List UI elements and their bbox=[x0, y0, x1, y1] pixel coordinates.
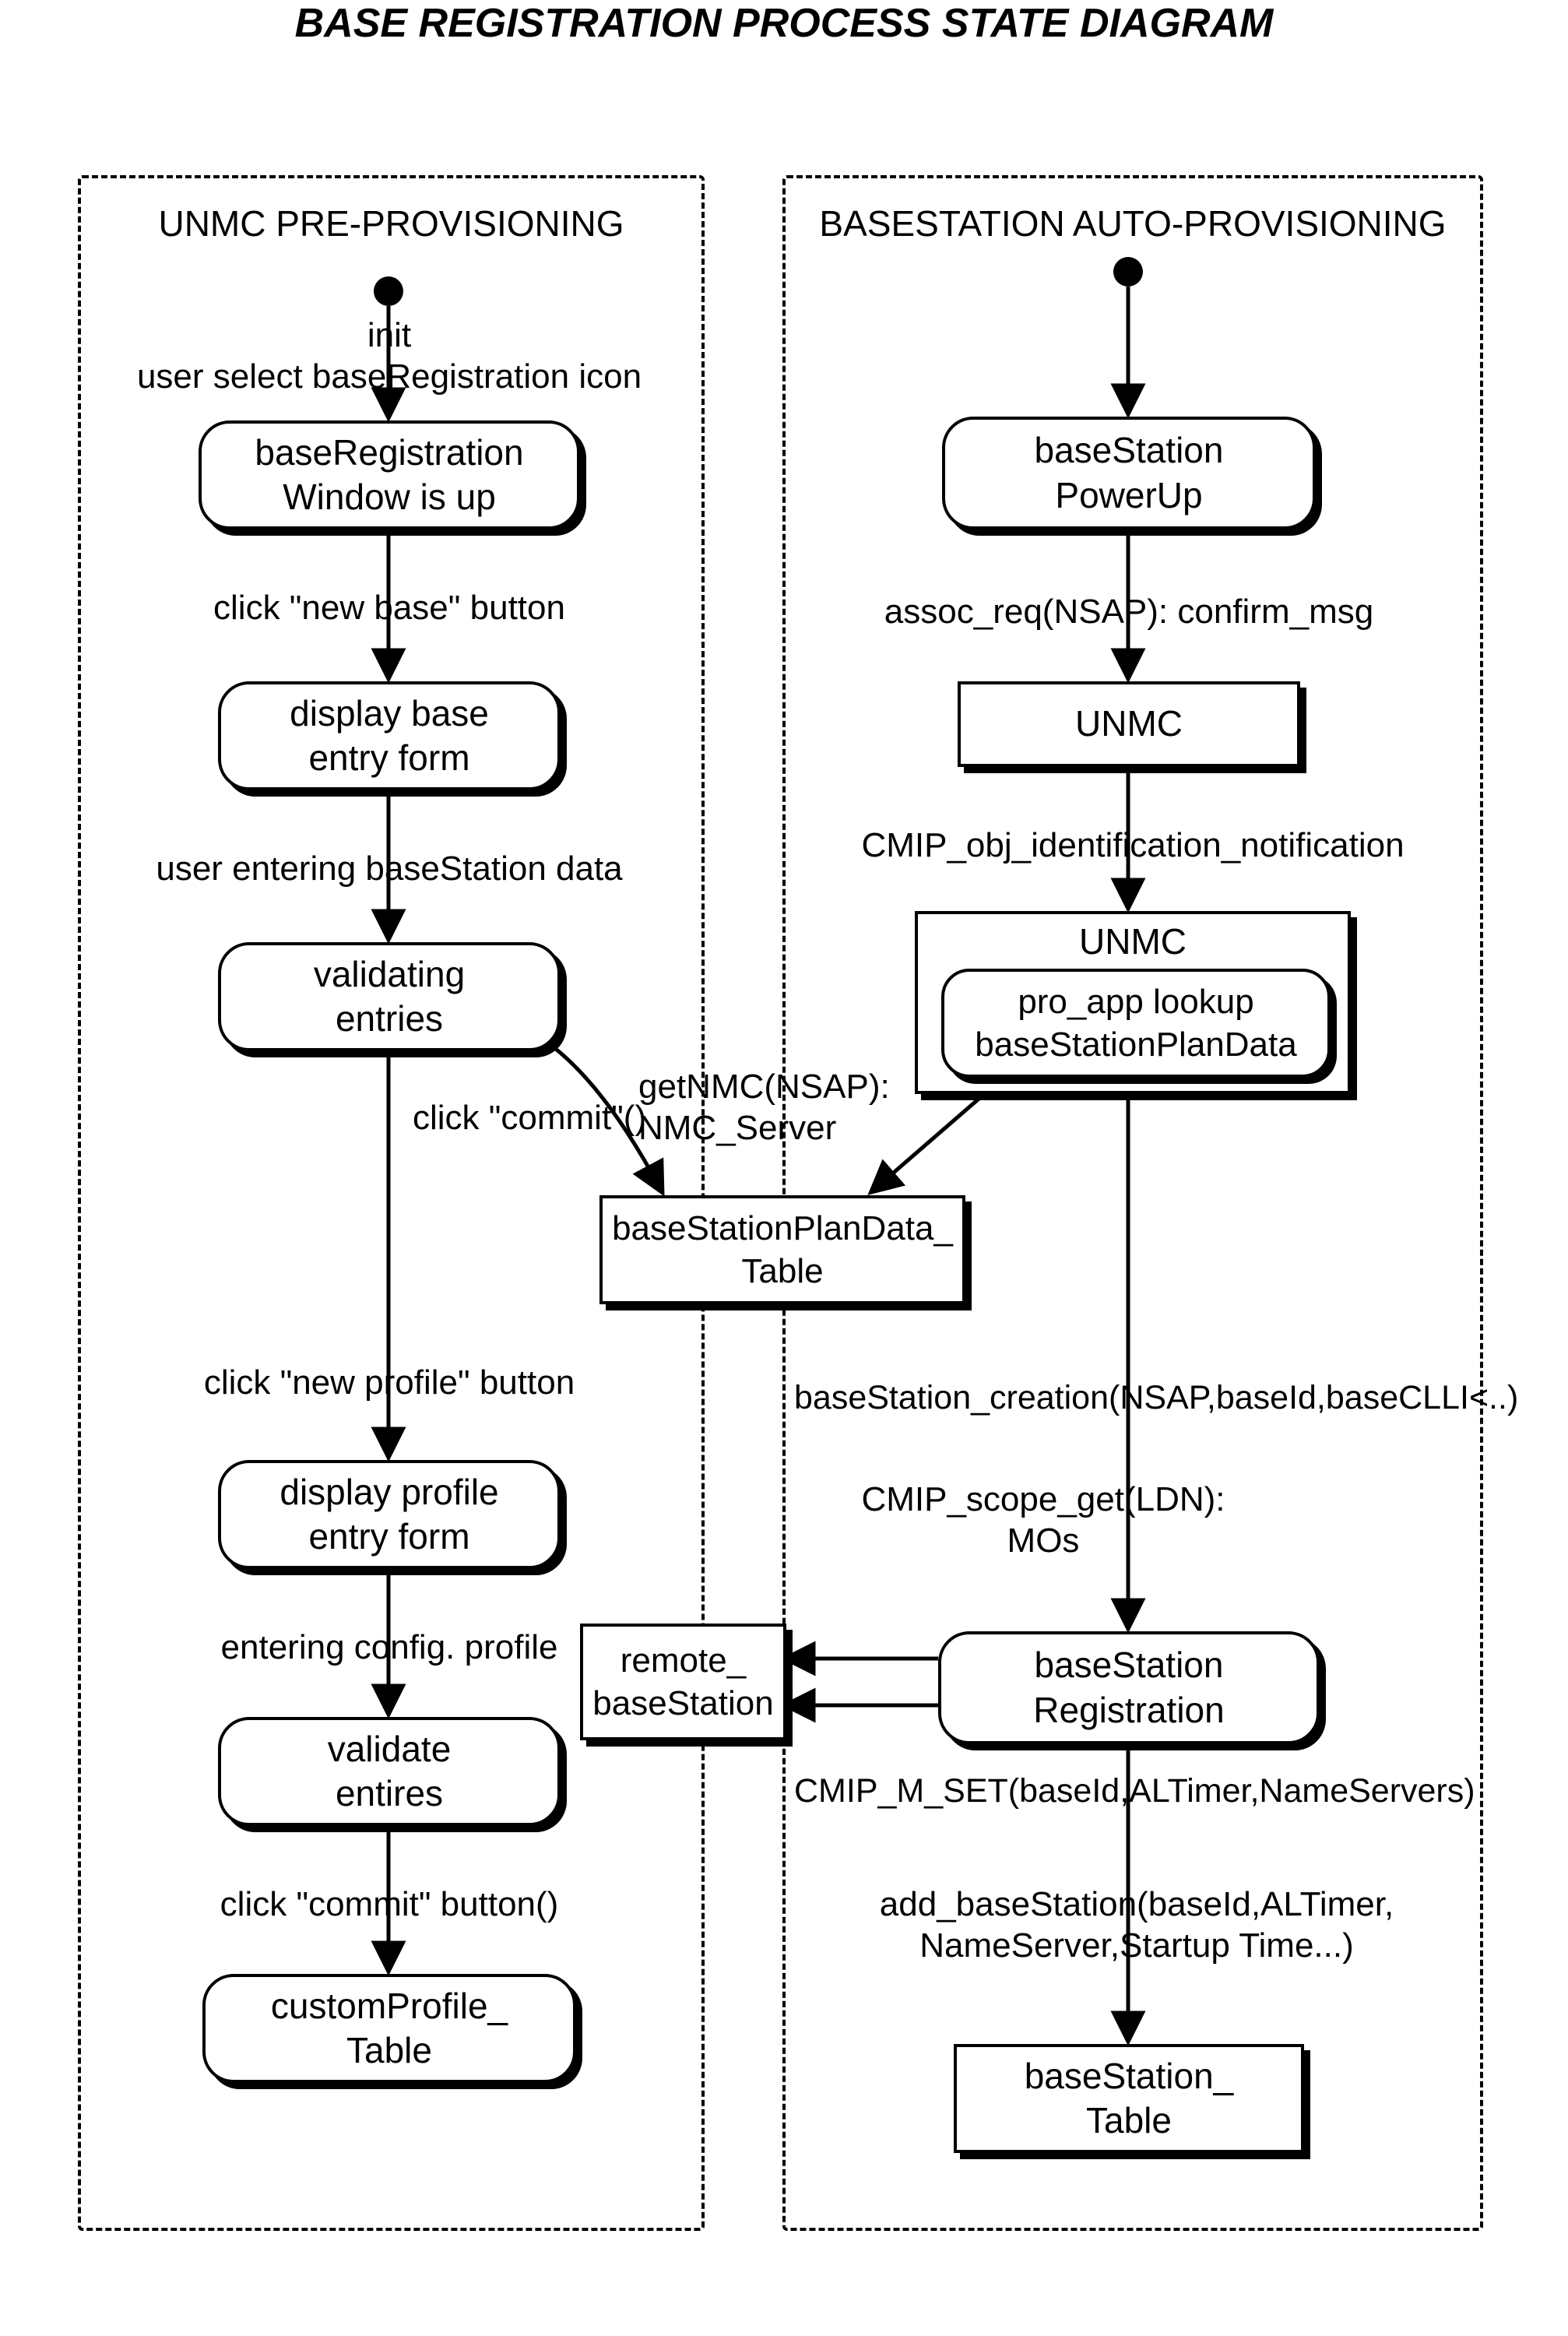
state-validating-entries: validating entries bbox=[218, 942, 561, 1051]
label-cmip-scope-get: CMIP_scope_get(LDN):MOs bbox=[825, 1479, 1261, 1562]
diagram-canvas: BASE REGISTRATION PROCESS STATE DIAGRAM … bbox=[0, 0, 1568, 2336]
state-unmc-nested: UNMC pro_app lookup baseStationPlanData bbox=[915, 911, 1351, 1094]
nested-unmc-title: UNMC bbox=[918, 920, 1348, 962]
state-display-base-entry: display base entry form bbox=[218, 681, 561, 790]
state-basestation-table: baseStation_ Table bbox=[954, 2044, 1304, 2153]
label-cmip-mset: CMIP_M_SET(baseId,ALTimer,NameServers) bbox=[794, 1771, 1471, 1812]
region-left-title: UNMC PRE-PROVISIONING bbox=[78, 202, 705, 245]
state-basestation-registration: baseStation Registration bbox=[938, 1631, 1320, 1744]
label-left-init: inituser select baseRegistration icon bbox=[86, 315, 693, 398]
right-start-dot bbox=[1113, 257, 1143, 287]
state-basestation-powerup: baseStation PowerUp bbox=[942, 417, 1316, 529]
left-start-dot bbox=[374, 276, 403, 306]
state-custom-profile-table: customProfile_ Table bbox=[202, 1974, 576, 2083]
label-click-commit-button: click "commit" button() bbox=[117, 1884, 662, 1926]
label-entering-basestation-data: user entering baseStation data bbox=[93, 849, 685, 890]
state-remote-basestation: remote_ baseStation bbox=[580, 1624, 786, 1740]
label-getnmc: getNMC(NSAP):NMC_Server bbox=[638, 1067, 919, 1149]
state-pro-app-lookup: pro_app lookup baseStationPlanData bbox=[941, 969, 1331, 1078]
state-basestationplandata-table: baseStationPlanData_ Table bbox=[599, 1195, 965, 1304]
diagram-title: BASE REGISTRATION PROCESS STATE DIAGRAM bbox=[0, 0, 1568, 47]
state-display-profile-entry: display profile entry form bbox=[218, 1460, 561, 1569]
label-cmip-obj-id: CMIP_obj_identification_notification bbox=[810, 825, 1456, 867]
label-click-new-profile: click "new profile" button bbox=[101, 1363, 677, 1404]
region-right-title: BASESTATION AUTO-PROVISIONING bbox=[782, 202, 1483, 245]
label-assoc-req: assoc_req(NSAP): confirm_msg bbox=[817, 592, 1440, 633]
state-unmc-1: UNMC bbox=[958, 681, 1300, 767]
label-basestation-creation: baseStation_creation(NSAP,baseId,baseCLL… bbox=[794, 1378, 1471, 1419]
label-add-basestation: add_baseStation(baseId,ALTimer,NameServe… bbox=[825, 1884, 1448, 1967]
label-click-new-base: click "new base" button bbox=[117, 588, 662, 629]
state-base-registration-window: baseRegistration Window is up bbox=[199, 420, 580, 529]
state-validate-entires: validate entires bbox=[218, 1717, 561, 1826]
